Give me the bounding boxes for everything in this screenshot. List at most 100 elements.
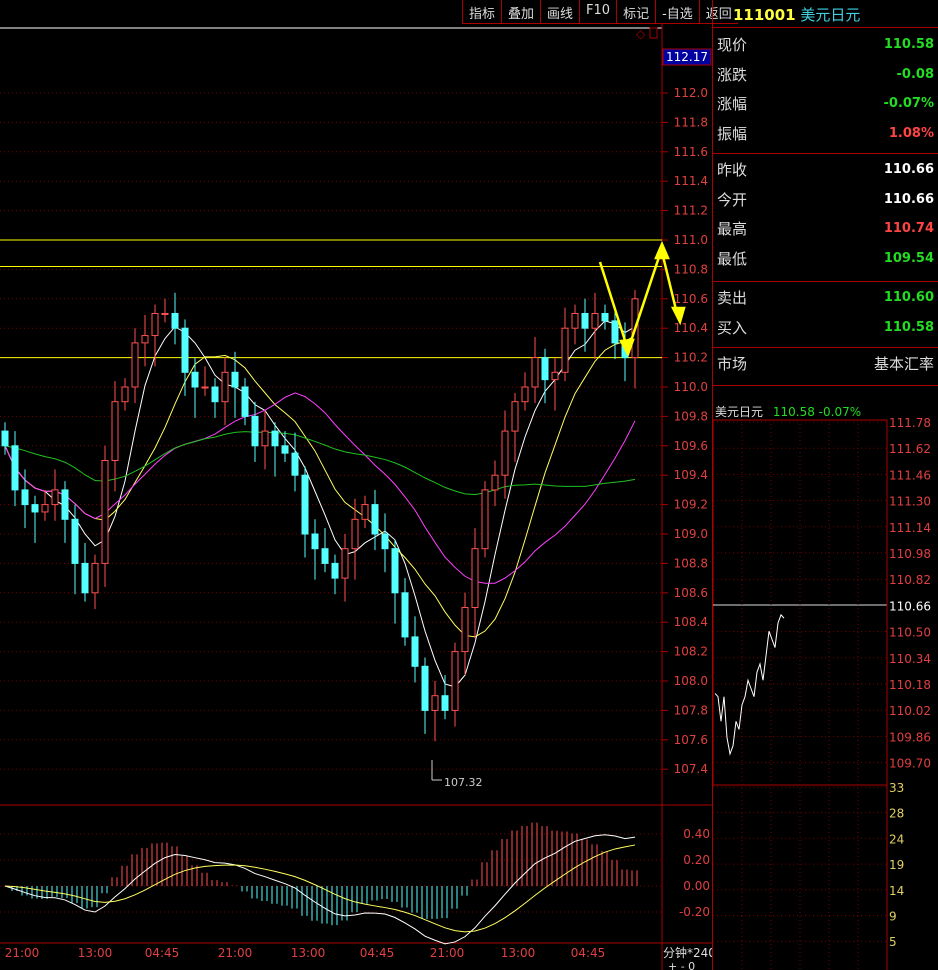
mini-price-tick: 111.14 — [889, 521, 931, 535]
candle — [301, 474, 309, 535]
quote-value: 109.54 — [883, 250, 934, 266]
candle — [41, 504, 49, 513]
y-tick-label: 110.4 — [674, 321, 708, 335]
mini-volume-tick: 9 — [889, 910, 897, 924]
candle — [351, 518, 359, 550]
symbol-name: 美元日元 — [800, 6, 861, 24]
window-icon[interactable] — [649, 27, 658, 39]
quote-row: 涨跌 -0.08 — [717, 60, 934, 90]
toolbar-button-3[interactable]: F10 — [579, 0, 616, 24]
current-price-label: 112.17 — [666, 50, 708, 64]
toolbar-button-4[interactable]: 标记 — [616, 0, 655, 24]
quote-row: 买入 110.58 — [717, 313, 934, 343]
ma10-line — [4, 335, 636, 638]
candle — [451, 651, 459, 711]
candle — [501, 430, 509, 476]
y-tick-label: 109.6 — [674, 439, 708, 453]
quote-row: 振幅 1.08% — [717, 119, 934, 149]
quote-row: 今开 110.66 — [717, 185, 934, 215]
period-label[interactable]: 分钟*240 — [663, 945, 712, 960]
macd-tick-label: 0.20 — [683, 853, 710, 867]
y-tick-label: 111.8 — [674, 115, 708, 129]
y-tick-label: 108.4 — [674, 615, 708, 629]
mini-volume-tick: 5 — [889, 935, 897, 949]
y-tick-label: 109.0 — [674, 527, 708, 541]
candle — [331, 562, 339, 579]
mini-price-tick: 109.70 — [889, 757, 931, 771]
candle — [211, 386, 219, 403]
candle — [11, 445, 19, 491]
dif-line — [4, 834, 636, 945]
y-tick-label: 110.0 — [674, 380, 708, 394]
mini-change: -0.07% — [818, 405, 862, 419]
market-label: 市场 — [717, 355, 748, 373]
candle — [161, 313, 169, 315]
quote-label: 卖出 — [717, 289, 748, 307]
candle — [441, 695, 449, 711]
mini-price: 110.58 — [772, 405, 815, 419]
candle — [311, 533, 319, 550]
quote-label: 最低 — [717, 249, 748, 268]
candle — [401, 592, 409, 638]
quote-label: 昨收 — [717, 161, 748, 179]
zoom-buttons[interactable]: + - 0 — [668, 960, 695, 970]
quote-value: 110.58 — [883, 37, 934, 52]
quote-panel: 111001 美元日元 现价 110.58 涨跌 -0.08 涨幅 -0.07% 振幅 1.0… — [712, 0, 938, 970]
y-tick-label: 108.6 — [674, 586, 708, 600]
x-axis-label: 21:00 — [5, 946, 40, 960]
diamond-icon[interactable]: ◇ — [636, 27, 646, 41]
candle — [341, 548, 349, 579]
y-tick-label: 110.6 — [674, 292, 708, 306]
mini-price-tick: 110.82 — [889, 573, 931, 587]
candle — [511, 401, 519, 432]
y-tick-label: 111.6 — [674, 145, 708, 159]
candle — [601, 313, 609, 322]
toolbar-button-1[interactable]: 叠加 — [501, 0, 540, 24]
y-tick-label: 108.0 — [674, 674, 708, 688]
y-tick-label: 108.8 — [674, 556, 708, 570]
candle — [181, 327, 189, 373]
y-tick-label: 109.2 — [674, 498, 708, 512]
y-tick-label: 107.6 — [674, 733, 708, 747]
dea-line — [4, 844, 636, 933]
candle — [491, 474, 499, 491]
mini-volume-tick: 19 — [889, 858, 904, 872]
mini-chart-header: 美元日元 110.58 -0.07% — [715, 403, 861, 420]
quote-label: 今开 — [717, 190, 748, 209]
candle — [291, 452, 299, 476]
candle — [261, 430, 269, 447]
mini-volume-tick: 28 — [889, 807, 904, 821]
candle — [271, 430, 279, 447]
current-price-marker — [662, 48, 712, 66]
mini-price-tick: 111.46 — [889, 468, 931, 482]
candle — [471, 548, 479, 609]
toolbar-button-0[interactable]: 指标 — [462, 0, 501, 24]
trend-arrows — [598, 240, 686, 358]
toolbar-button-5[interactable]: -自选 — [655, 0, 699, 24]
y-tick-label: 110.2 — [674, 351, 708, 365]
y-tick-label: 111.0 — [674, 233, 708, 247]
main-chart[interactable]: ◇ 112.17 112.0 111.8 111.6 111.4 111.2 111.0 1… — [0, 0, 712, 970]
candle — [111, 401, 119, 462]
quote-label: 振幅 — [717, 124, 748, 143]
toolbar-button-2[interactable]: 画线 — [540, 0, 579, 24]
quote-value: 110.66 — [883, 191, 934, 207]
x-axis-label: 04:45 — [360, 946, 395, 960]
market-value: 基本汇率 — [873, 355, 934, 373]
mini-volume-tick: 14 — [889, 884, 904, 898]
ma5-line — [4, 320, 636, 688]
candle — [221, 371, 229, 403]
candle — [151, 313, 159, 337]
candle — [51, 489, 59, 506]
y-tick-label: 110.8 — [674, 262, 708, 276]
candle — [481, 489, 489, 550]
candle — [431, 695, 439, 711]
x-axis-label: 21:00 — [218, 946, 253, 960]
candle — [131, 342, 139, 388]
quote-row: 卖出 110.60 — [717, 283, 934, 313]
mini-intraday-chart: 111.78 111.62 111.46 111.30 111.14 110.98 110.… — [713, 416, 931, 970]
mini-price-tick: 109.86 — [889, 730, 931, 744]
mini-price-tick: 110.18 — [889, 678, 931, 692]
candle — [171, 313, 179, 329]
quote-row: 涨幅 -0.07% — [717, 89, 934, 119]
